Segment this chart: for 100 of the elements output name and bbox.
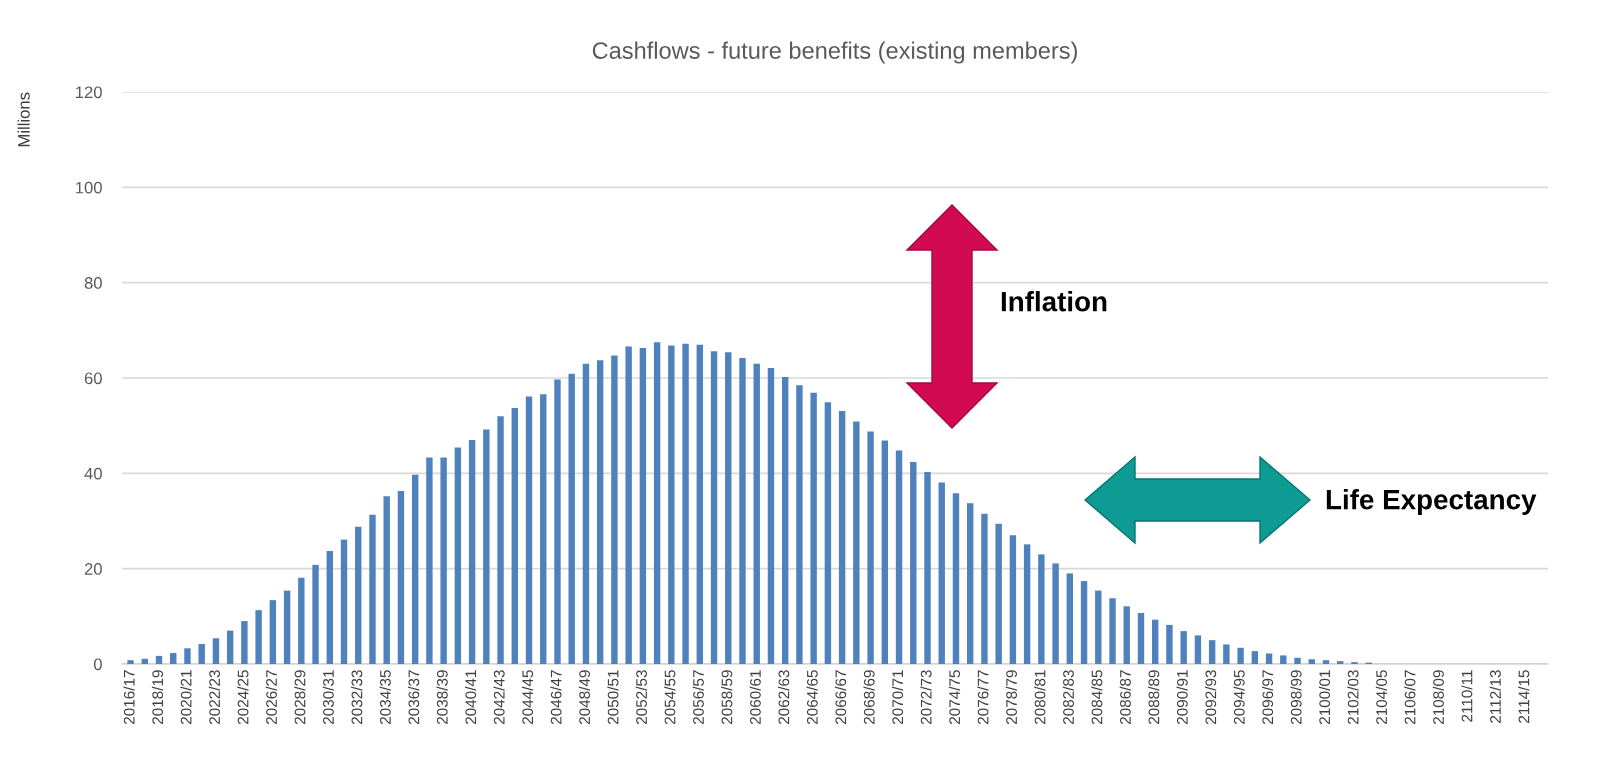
x-tick-label: 2086/87 xyxy=(1119,670,1131,725)
bar xyxy=(910,461,917,664)
bar xyxy=(155,655,163,664)
bar xyxy=(241,621,248,664)
bar xyxy=(454,447,462,664)
y-tick-label: 20 xyxy=(84,563,102,575)
bar xyxy=(440,457,447,664)
bar xyxy=(198,643,205,664)
x-tick-label: 2028/29 xyxy=(294,670,306,725)
x-tick-label: 2018/19 xyxy=(151,670,164,725)
bar xyxy=(1080,581,1088,664)
bar xyxy=(853,421,860,664)
bar xyxy=(838,410,846,664)
x-tick-label: 2024/25 xyxy=(237,670,249,725)
x-tick-label: 2070/71 xyxy=(891,670,904,725)
bar xyxy=(767,367,775,664)
x-tick-label: 2092/93 xyxy=(1205,670,1217,725)
bar xyxy=(340,539,348,664)
x-tick-label: 2058/59 xyxy=(721,670,733,725)
bar xyxy=(226,630,234,664)
bar xyxy=(397,490,405,664)
y-tick-label: 60 xyxy=(84,372,102,385)
y-tick-label: 40 xyxy=(84,467,102,480)
bar xyxy=(1109,598,1116,664)
bar xyxy=(497,416,504,664)
x-tick-label: 2104/05 xyxy=(1375,670,1388,725)
bar xyxy=(867,431,874,664)
bar xyxy=(426,457,433,664)
bar xyxy=(967,503,974,664)
bar xyxy=(1223,644,1230,664)
bar xyxy=(696,344,703,664)
bar xyxy=(369,514,376,664)
bar xyxy=(511,408,518,664)
bar xyxy=(668,345,675,664)
x-tick-label: 2108/09 xyxy=(1432,670,1444,725)
x-tick-label: 2084/85 xyxy=(1091,670,1103,725)
bar xyxy=(212,638,220,664)
x-tick-label: 2030/31 xyxy=(322,670,334,725)
y-tick-label: 120 xyxy=(76,86,102,99)
annotation: Inflation xyxy=(1001,291,1107,312)
bar xyxy=(283,590,291,664)
x-tick-label: 2074/75 xyxy=(948,670,961,725)
x-tick-label: 2034/35 xyxy=(379,670,391,725)
bar xyxy=(810,392,817,664)
x-tick-label: 2082/83 xyxy=(1062,670,1074,725)
bar xyxy=(540,394,547,664)
bar xyxy=(483,429,490,664)
bar xyxy=(952,493,960,664)
y-axis-title: Millions xyxy=(17,92,30,147)
x-tick-label: 2016/17 xyxy=(123,670,135,725)
x-tick-label: 2090/91 xyxy=(1176,670,1188,725)
bar xyxy=(739,357,746,664)
bar xyxy=(725,352,732,664)
bar xyxy=(895,450,903,664)
bar xyxy=(995,523,1002,664)
bar xyxy=(938,482,945,664)
bar xyxy=(682,343,689,664)
bar xyxy=(796,385,803,664)
x-tick-label: 2038/39 xyxy=(436,670,448,725)
bar xyxy=(824,402,832,664)
bar xyxy=(1009,535,1017,664)
bar xyxy=(1052,563,1059,664)
x-tick-label: 2056/57 xyxy=(692,670,704,725)
bar xyxy=(298,577,305,664)
x-tick-label: 2040/41 xyxy=(464,670,477,725)
x-tick-label: 2026/27 xyxy=(265,670,277,725)
bar xyxy=(924,471,931,664)
bar xyxy=(1194,635,1202,664)
x-tick-label: 2062/63 xyxy=(778,670,790,725)
bar xyxy=(554,379,561,664)
bar xyxy=(582,363,590,664)
bar xyxy=(269,600,277,664)
x-tick-label: 2048/49 xyxy=(578,670,591,725)
bar xyxy=(981,513,988,664)
bar xyxy=(1308,659,1315,664)
bar xyxy=(355,526,362,664)
x-tick-label: 2036/37 xyxy=(408,670,420,725)
bar xyxy=(1294,657,1301,664)
bar xyxy=(1095,590,1102,664)
x-tick-label: 2096/97 xyxy=(1261,670,1274,725)
bar xyxy=(312,564,319,664)
x-tick-label: 2098/99 xyxy=(1290,670,1302,725)
bar xyxy=(525,396,533,664)
x-tick-label: 2076/77 xyxy=(977,670,989,725)
annotation: Life Expectancy xyxy=(1326,489,1537,515)
bar xyxy=(568,373,575,664)
bar xyxy=(1322,660,1330,664)
x-tick-label: 2060/61 xyxy=(749,670,761,725)
bar xyxy=(326,551,333,664)
x-tick-label: 2054/55 xyxy=(664,670,676,725)
x-tick-label: 2050/51 xyxy=(607,670,619,725)
bar xyxy=(1251,651,1259,664)
x-tick-label: 2052/53 xyxy=(635,670,647,725)
x-tick-label: 2068/69 xyxy=(863,670,875,725)
bar xyxy=(1280,655,1287,664)
bar xyxy=(1265,653,1273,664)
x-tick-label: 2112/13 xyxy=(1489,670,1501,723)
x-tick-label: 2110/11 xyxy=(1461,670,1473,722)
x-tick-label: 2072/73 xyxy=(920,670,932,725)
bar xyxy=(1123,606,1130,664)
